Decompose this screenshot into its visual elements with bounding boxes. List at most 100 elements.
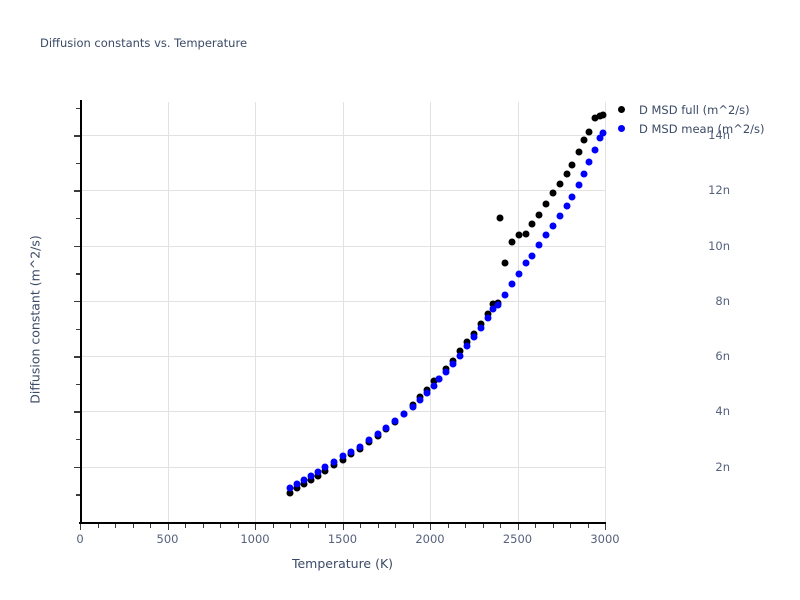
y-tick-label: 10n — [708, 238, 730, 253]
legend-item[interactable]: D MSD full (m^2/s) — [618, 100, 765, 119]
data-point — [293, 480, 301, 488]
x-axis-title: Temperature (K) — [291, 556, 394, 571]
data-point — [477, 320, 485, 328]
data-point — [501, 291, 509, 299]
y-tick-minor — [76, 439, 80, 441]
x-tick-minor — [307, 524, 309, 528]
data-point — [585, 128, 593, 136]
data-point — [489, 300, 497, 308]
data-point — [542, 231, 549, 239]
y-tick-major — [74, 245, 80, 248]
x-tick-minor — [360, 524, 362, 528]
y-tick-major — [74, 356, 80, 358]
x-tick-minor — [185, 524, 187, 528]
x-tick-major — [342, 524, 344, 530]
data-point — [430, 382, 437, 390]
data-point — [463, 338, 471, 346]
y-axis-ticks — [74, 102, 80, 522]
x-tick-minor — [237, 524, 239, 528]
x-tick-label: 1500 — [327, 532, 358, 546]
data-point — [286, 484, 294, 492]
legend-marker-icon — [618, 125, 625, 132]
y-tick-major — [74, 466, 80, 469]
x-tick-minor — [587, 524, 589, 528]
x-tick-minor — [115, 524, 117, 528]
data-point — [568, 161, 576, 169]
data-point — [549, 189, 556, 197]
y-tick-label: 12n — [708, 183, 730, 198]
y-tick-minor — [76, 162, 80, 165]
data-point — [477, 324, 485, 332]
data-point — [522, 230, 530, 238]
data-point — [449, 360, 457, 368]
x-tick-minor — [552, 524, 554, 528]
y-tick-major — [74, 411, 80, 413]
x-tick-minor — [412, 524, 414, 528]
x-tick-major — [255, 524, 257, 530]
x-tick-major — [167, 524, 169, 530]
gridline-vertical — [517, 102, 519, 522]
x-tick-minor — [535, 524, 537, 528]
data-point — [563, 170, 570, 178]
x-axis-line — [79, 522, 606, 524]
data-point — [314, 472, 322, 480]
y-tick-major — [74, 135, 80, 137]
x-tick-minor — [570, 524, 572, 528]
data-point — [400, 410, 408, 418]
data-point — [470, 330, 478, 338]
data-point — [300, 480, 308, 488]
data-point — [508, 280, 516, 288]
data-point — [314, 468, 322, 476]
data-point — [307, 472, 315, 480]
data-point — [585, 158, 593, 166]
x-tick-minor — [465, 524, 467, 528]
data-point — [556, 180, 563, 188]
data-point — [484, 310, 492, 318]
y-tick-label: 8n — [715, 293, 730, 308]
x-tick-major — [430, 524, 432, 530]
x-tick-label: 2500 — [502, 532, 533, 546]
data-point — [535, 211, 542, 219]
data-point — [575, 148, 583, 156]
legend-item[interactable]: D MSD mean (m^2/s) — [618, 119, 765, 138]
x-tick-minor — [482, 524, 484, 528]
x-tick-major — [80, 524, 82, 530]
y-tick-minor — [76, 328, 80, 330]
y-tick-major — [74, 300, 80, 303]
data-point — [556, 212, 563, 220]
data-point — [321, 463, 329, 471]
x-tick-label: 2000 — [415, 532, 445, 546]
data-point — [391, 417, 399, 425]
plot-area — [80, 102, 607, 522]
x-tick-minor — [97, 524, 99, 528]
x-tick-minor — [202, 524, 204, 528]
legend-marker-icon — [618, 106, 625, 113]
y-axis-line — [80, 100, 82, 524]
data-point — [508, 238, 516, 246]
data-point — [494, 301, 502, 309]
data-point — [599, 111, 607, 119]
x-tick-label: 3000 — [590, 532, 620, 546]
x-tick-minor — [395, 524, 397, 528]
data-point — [591, 146, 598, 154]
data-point — [307, 476, 315, 484]
data-point — [580, 136, 588, 144]
x-tick-minor — [325, 524, 327, 528]
y-tick-label: 6n — [715, 349, 730, 364]
data-point — [321, 467, 329, 475]
y-tick-minor — [76, 273, 80, 275]
data-point — [374, 430, 381, 438]
data-point — [501, 259, 509, 267]
data-point — [416, 396, 423, 404]
data-point — [528, 220, 535, 228]
data-point — [442, 368, 450, 376]
data-point — [522, 259, 530, 267]
data-point — [515, 270, 523, 278]
x-tick-minor — [272, 524, 274, 528]
data-point — [528, 252, 535, 260]
chart-title: Diffusion constants vs. Temperature — [40, 36, 248, 50]
data-point — [456, 347, 464, 355]
data-point — [347, 448, 355, 456]
y-tick-minor — [76, 383, 80, 386]
